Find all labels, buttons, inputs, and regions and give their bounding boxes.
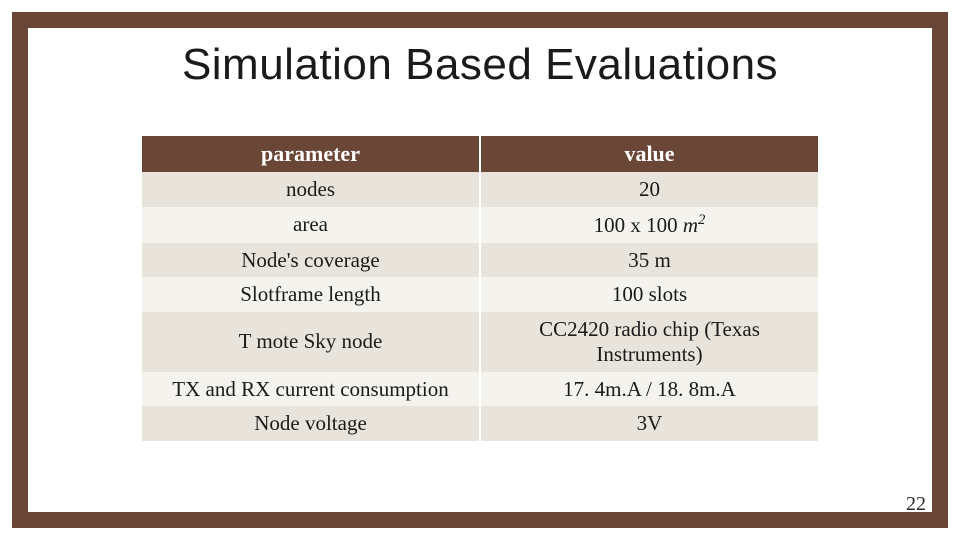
table-row: Node's coverage35 m bbox=[141, 243, 819, 278]
parameters-table: parameter value nodes20area100 x 100 m2N… bbox=[140, 136, 820, 441]
cell-value: 17. 4m.A / 18. 8m.A bbox=[480, 372, 819, 407]
cell-parameter: T mote Sky node bbox=[141, 312, 480, 372]
cell-value: CC2420 radio chip (Texas Instruments) bbox=[480, 312, 819, 372]
cell-parameter: area bbox=[141, 207, 480, 243]
cell-parameter: TX and RX current consumption bbox=[141, 372, 480, 407]
cell-parameter: nodes bbox=[141, 172, 480, 207]
cell-parameter: Node voltage bbox=[141, 406, 480, 441]
cell-value: 100 slots bbox=[480, 277, 819, 312]
table-header-row: parameter value bbox=[141, 136, 819, 172]
table-row: Node voltage3V bbox=[141, 406, 819, 441]
cell-parameter: Node's coverage bbox=[141, 243, 480, 278]
cell-value: 35 m bbox=[480, 243, 819, 278]
col-header-parameter: parameter bbox=[141, 136, 480, 172]
table-row: area100 x 100 m2 bbox=[141, 207, 819, 243]
cell-parameter: Slotframe length bbox=[141, 277, 480, 312]
col-header-value: value bbox=[480, 136, 819, 172]
table-row: Slotframe length100 slots bbox=[141, 277, 819, 312]
table-body: nodes20area100 x 100 m2Node's coverage35… bbox=[141, 172, 819, 441]
cell-value: 100 x 100 m2 bbox=[480, 207, 819, 243]
parameters-table-container: parameter value nodes20area100 x 100 m2N… bbox=[140, 136, 820, 441]
cell-value: 3V bbox=[480, 406, 819, 441]
page-number: 22 bbox=[906, 493, 926, 516]
cell-value: 20 bbox=[480, 172, 819, 207]
slide: Simulation Based Evaluations parameter v… bbox=[0, 0, 960, 540]
table-row: nodes20 bbox=[141, 172, 819, 207]
slide-title: Simulation Based Evaluations bbox=[0, 40, 960, 90]
table-row: TX and RX current consumption17. 4m.A / … bbox=[141, 372, 819, 407]
table-row: T mote Sky nodeCC2420 radio chip (Texas … bbox=[141, 312, 819, 372]
